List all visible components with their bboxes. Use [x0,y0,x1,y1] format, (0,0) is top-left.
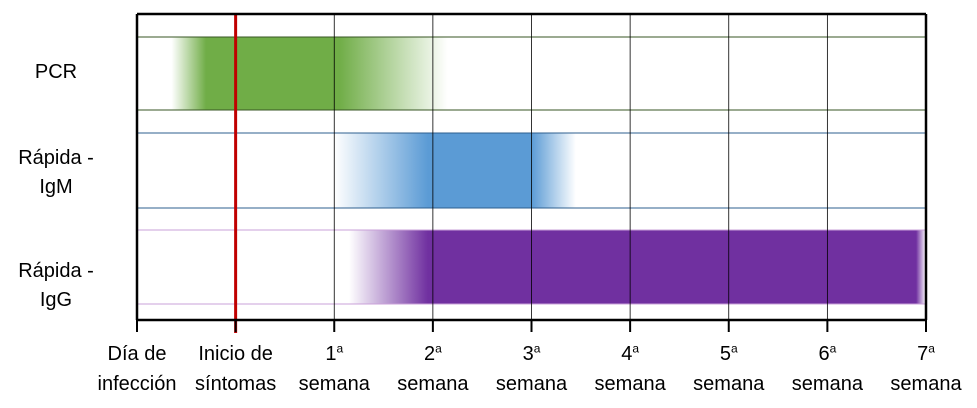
row-label: PCR [0,58,112,87]
tick-label-ordinal: a [533,341,541,356]
tick-label-line2: infección [97,373,177,395]
tick-label: 5a semana [679,339,779,399]
tick-label-ordinal: a [829,341,837,356]
tick-label-ordinal: a [730,341,738,356]
tick-label: 6a semana [777,339,877,399]
tick-label-line1: 1 [325,343,337,365]
tick-label-ordinal: a [336,341,344,356]
frame-layer [135,12,928,333]
tick-label-ordinal: a [632,341,640,356]
tick-label-line2: semana [594,373,666,395]
tick-label-line1: 7 [917,343,929,365]
row-label-line: PCR [34,61,78,83]
tick-label-line2: semana [890,373,962,395]
tick-label: Inicio de síntomas [186,339,286,399]
tick-label-line1: 2 [423,343,436,365]
bars-layer [171,37,926,304]
row-label-line: IgG [39,289,73,311]
row-label-line: Rápida - [18,147,94,169]
row-label: Rápida - IgM [0,144,112,202]
bar-r-pida-igg [349,230,926,304]
row-label-line: IgM [39,176,73,198]
bar-pcr [171,37,448,110]
tick-label-ordinal: a [435,341,442,356]
tick-label: 7a semana [876,339,976,399]
tick-label-line2: semana [495,373,568,395]
tick-label-ordinal: a [928,341,935,356]
row-label: Rápida - IgG [0,257,112,315]
tick-label: 3a semana [482,339,582,399]
tick-label-line2: semana [397,373,469,395]
tick-label-line1: 6 [818,343,830,365]
tick-label: Día de infección [87,339,187,399]
row-label-line: Rápida - [18,260,94,282]
tick-label-line2: semana [693,373,765,395]
tick-label-line2: semana [791,373,863,395]
tick-label: 4a semana [580,339,680,399]
tick-label-line1: 5 [719,343,731,365]
tick-label: 1a semana [284,339,384,399]
tick-label-line2: síntomas [195,373,277,395]
tick-label-line2: semana [298,373,370,395]
tick-label-line1: 3 [522,343,534,365]
bar-r-pida-igm [334,133,576,208]
tick-label-line1: Día de [107,343,167,365]
tick-label: 2a semana [383,339,483,399]
grid-layer [136,14,927,320]
tick-label-line1: Inicio de [198,343,273,365]
tick-label-line1: 4 [621,343,633,365]
